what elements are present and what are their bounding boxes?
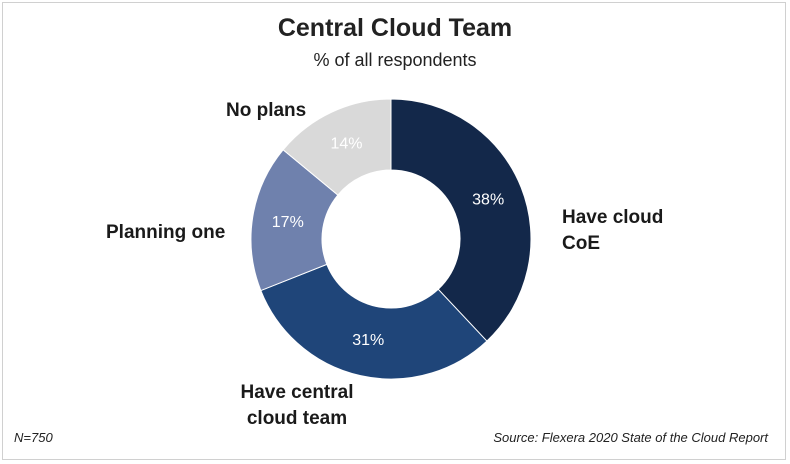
slice-value-label-have-cloud-coe: 38% — [472, 192, 504, 209]
sample-size-note: N=750 — [14, 430, 53, 445]
category-label-have-cloud-coe: Have cloud CoE — [562, 207, 664, 254]
category-label-have-central-cloud-team: Have central cloud team — [240, 382, 354, 429]
slice-value-label-have-central-cloud-team: 31% — [352, 332, 384, 349]
slice-have-cloud-coe — [390, 98, 532, 342]
slice-value-label-planning-one: 17% — [272, 214, 304, 231]
slice-have-central-cloud-team — [260, 263, 488, 380]
slice-value-label-no-plans: 14% — [330, 136, 362, 153]
chart-title: Central Cloud Team — [277, 14, 513, 42]
chart-frame — [2, 2, 786, 460]
category-label-no-plans: No plans — [226, 100, 307, 121]
source-note: Source: Flexera 2020 State of the Cloud … — [493, 430, 768, 445]
chart-subtitle: % of all respondents — [313, 50, 477, 70]
slice-no-plans — [282, 98, 392, 196]
slice-planning-one — [250, 149, 339, 292]
category-label-planning-one: Planning one — [106, 222, 226, 243]
